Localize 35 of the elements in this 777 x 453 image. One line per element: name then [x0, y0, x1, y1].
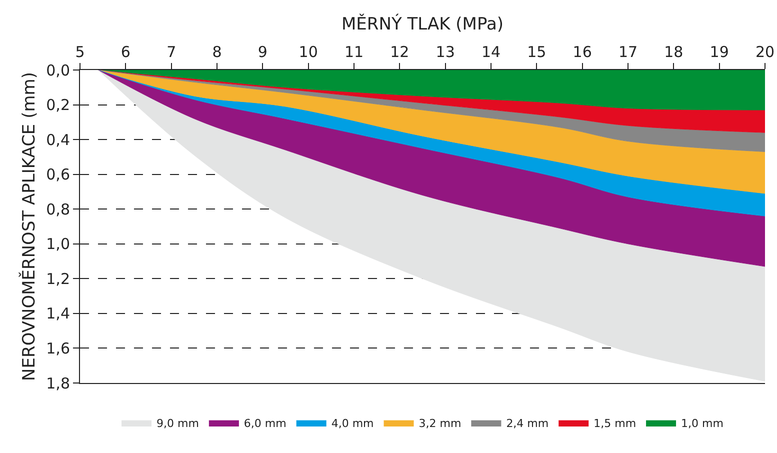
x-tick-label: 11 — [344, 43, 364, 61]
x-tick-label: 12 — [390, 43, 410, 61]
x-tick-label: 5 — [75, 43, 85, 61]
y-tick-label: 1,2 — [46, 270, 70, 288]
x-tick-label: 10 — [298, 43, 318, 61]
x-tick-label: 6 — [120, 43, 130, 61]
x-tick-label: 9 — [258, 43, 268, 61]
legend-label: 1,0 mm — [681, 416, 724, 430]
y-tick-label: 0,2 — [46, 96, 70, 114]
x-tick-label: 13 — [436, 43, 455, 61]
y-tick-label: 1,8 — [46, 374, 70, 392]
legend-label: 2,4 mm — [506, 416, 549, 430]
y-tick-label: 1,4 — [46, 304, 70, 323]
y-tick-label: 0,6 — [46, 166, 70, 184]
x-tick-label: 18 — [664, 43, 684, 61]
x-tick-label: 17 — [618, 43, 638, 61]
y-axis-title: NEROVNOMĚRNOST APLIKACE (mm) — [18, 72, 40, 381]
legend-label: 3,2 mm — [418, 416, 462, 430]
y-tick-label: 0,0 — [46, 61, 70, 80]
y-tick-label: 0,4 — [46, 130, 70, 149]
y-tick-label: 1,0 — [46, 235, 70, 254]
legend-label: 1,5 mm — [594, 416, 636, 430]
x-tick-label: 20 — [755, 43, 775, 61]
x-tick-label: 19 — [710, 43, 729, 61]
y-tick-label: 1,6 — [46, 339, 70, 358]
legend-label: 9,0 mm — [156, 416, 199, 430]
x-tick-label: 8 — [212, 43, 222, 61]
y-tick-label: 0,8 — [46, 200, 70, 218]
x-tick-label: 15 — [527, 43, 546, 61]
x-tick-label: 14 — [481, 43, 501, 61]
x-axis-title: MĚRNÝ TLAK (MPa) — [342, 14, 504, 35]
legend-label: 4,0 mm — [331, 416, 374, 430]
x-tick-label: 7 — [166, 43, 176, 61]
legend-label: 6,0 mm — [244, 416, 286, 430]
x-tick-label: 16 — [572, 43, 592, 61]
